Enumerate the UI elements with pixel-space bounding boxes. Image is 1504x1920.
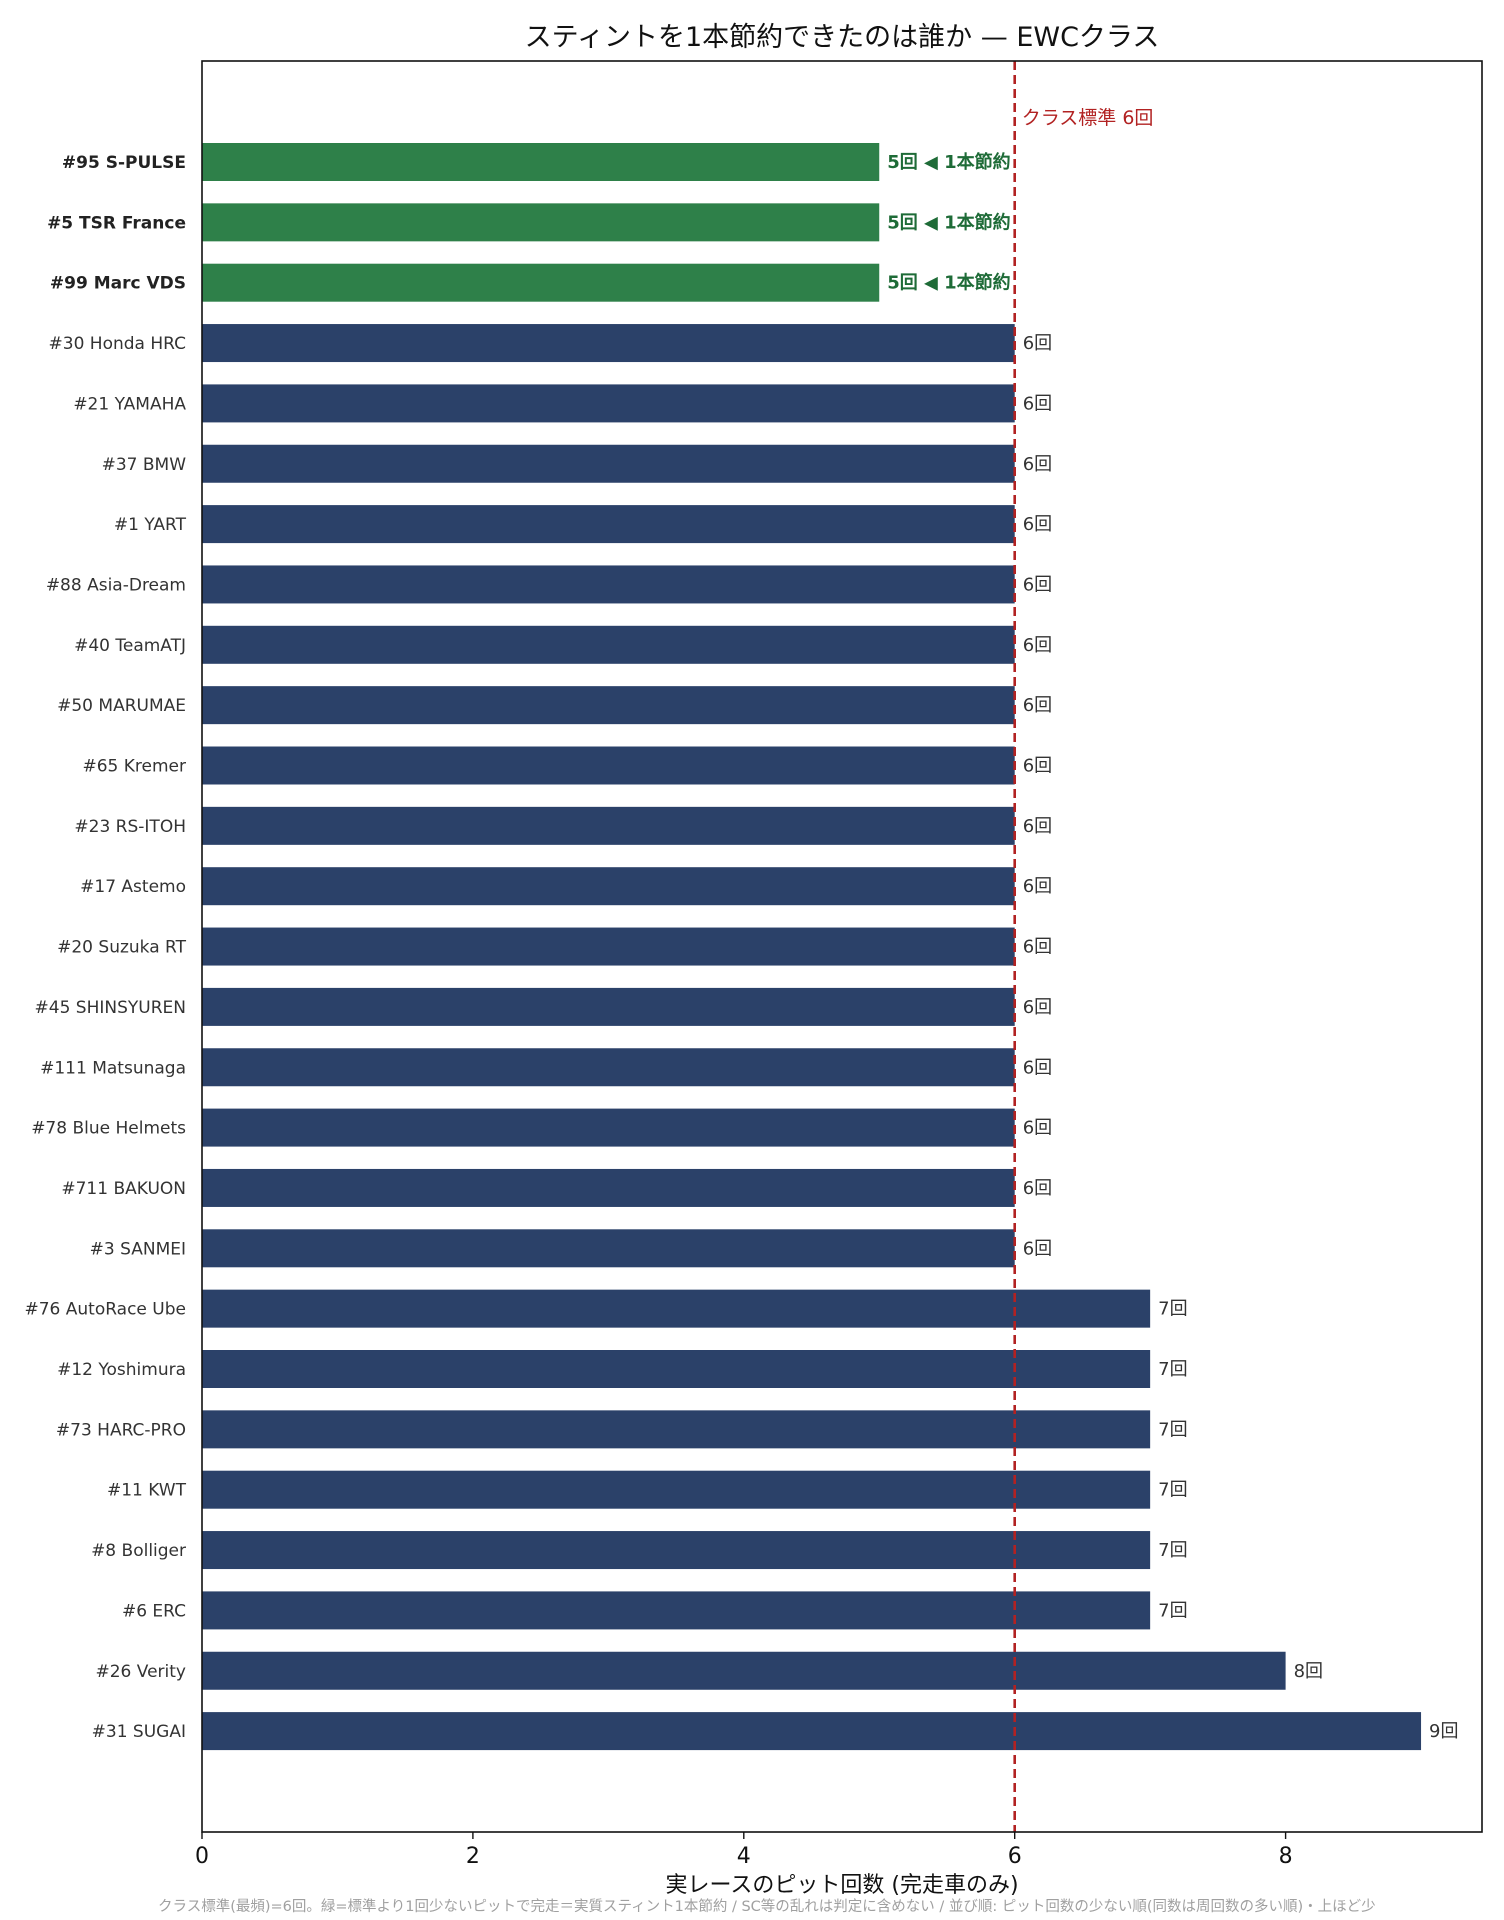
data-label-18: 6回 [1023, 1178, 1052, 1199]
bar-8 [202, 565, 1015, 604]
category-label-12: #23 RS-ITOH [74, 817, 186, 837]
category-label-2: #5 TSR France [47, 213, 186, 233]
data-label-13: 6回 [1023, 876, 1052, 897]
category-label-8: #88 Asia-Dream [46, 575, 186, 595]
x-tick-label-4: 4 [737, 1844, 751, 1869]
category-label-11: #65 Kremer [82, 757, 186, 777]
data-label-27: 9回 [1429, 1721, 1458, 1742]
bar-26 [202, 1651, 1286, 1690]
data-label-2: 5回 ◀ 1本節約 [887, 211, 1010, 233]
category-label-14: #20 Suzuka RT [57, 938, 186, 958]
category-label-4: #30 Honda HRC [49, 334, 186, 354]
data-label-3: 5回 ◀ 1本節約 [887, 272, 1010, 294]
data-label-21: 7回 [1158, 1359, 1187, 1380]
bars-group [202, 143, 1422, 1751]
data-label-9: 6回 [1023, 635, 1052, 656]
bar-11 [202, 746, 1015, 785]
category-label-7: #1 YART [114, 515, 187, 535]
category-label-9: #40 TeamATJ [74, 636, 186, 656]
data-label-22: 7回 [1158, 1419, 1187, 1440]
bar-9 [202, 625, 1015, 664]
category-label-10: #50 MARUMAE [57, 696, 186, 716]
x-axis-label: 実レースのピット回数 (完走車のみ) [665, 1873, 1018, 1898]
bar-23 [202, 1470, 1151, 1509]
category-label-1: #95 S-PULSE [62, 153, 186, 173]
category-label-22: #73 HARC-PRO [56, 1420, 186, 1440]
category-label-16: #111 Matsunaga [40, 1058, 186, 1078]
data-label-23: 7回 [1158, 1480, 1187, 1501]
bar-3 [202, 263, 880, 302]
bar-19 [202, 1229, 1015, 1268]
category-label-26: #26 Verity [96, 1662, 187, 1682]
x-tick-label-6: 6 [1008, 1844, 1022, 1869]
data-label-24: 7回 [1158, 1540, 1187, 1561]
category-label-24: #8 Bolliger [91, 1541, 186, 1561]
data-label-4: 6回 [1023, 333, 1052, 354]
data-label-26: 8回 [1294, 1661, 1323, 1682]
footnote: クラス標準(最頻)=6回。緑=標準より1回少ないピットで完走＝実質スティント1本… [158, 1897, 1376, 1915]
category-label-15: #45 SHINSYUREN [35, 998, 186, 1018]
category-label-25: #6 ERC [122, 1601, 186, 1621]
bar-15 [202, 987, 1015, 1026]
x-tick-label-2: 2 [466, 1844, 480, 1869]
data-label-15: 6回 [1023, 997, 1052, 1018]
category-label-23: #11 KWT [107, 1481, 187, 1501]
bar-6 [202, 444, 1015, 483]
bar-12 [202, 806, 1015, 845]
plot-frame [201, 60, 1483, 1833]
data-label-6: 6回 [1023, 454, 1052, 475]
data-label-17: 6回 [1023, 1118, 1052, 1139]
category-label-5: #21 YAMAHA [73, 394, 186, 414]
bar-20 [202, 1289, 1151, 1328]
data-label-16: 6回 [1023, 1057, 1052, 1078]
chart-title: スティントを1本節約できたのは誰か — EWCクラス [525, 22, 1160, 53]
bar-24 [202, 1531, 1151, 1570]
bar-25 [202, 1591, 1151, 1630]
reference-line-label: クラス標準 6回 [1022, 107, 1154, 129]
bar-22 [202, 1410, 1151, 1449]
bar-10 [202, 686, 1015, 725]
category-label-21: #12 Yoshimura [57, 1360, 186, 1380]
data-label-1: 5回 ◀ 1本節約 [887, 151, 1010, 173]
category-label-3: #99 Marc VDS [50, 274, 186, 294]
bar-13 [202, 867, 1015, 906]
category-label-17: #78 Blue Helmets [31, 1119, 186, 1139]
bar-17 [202, 1108, 1015, 1147]
bar-16 [202, 1048, 1015, 1087]
data-labels-group: 5回 ◀ 1本節約 5回 ◀ 1本節約 5回 ◀ 1本節約 6回 6回 6回 6回 6回 6回 6… [887, 151, 1458, 1742]
x-tick-label-8: 8 [1279, 1844, 1293, 1869]
data-label-11: 6回 [1023, 756, 1052, 777]
bar-2 [202, 203, 880, 242]
category-label-20: #76 AutoRace Ube [24, 1300, 186, 1320]
bar-27 [202, 1712, 1422, 1751]
category-label-13: #17 Astemo [80, 877, 186, 897]
x-axis-ticks-group: 0 2 4 6 8 [195, 1832, 1293, 1869]
data-label-20: 7回 [1158, 1299, 1187, 1320]
category-label-27: #31 SUGAI [92, 1722, 186, 1742]
bar-14 [202, 927, 1015, 966]
bar-21 [202, 1350, 1151, 1388]
bar-4 [202, 324, 1015, 363]
data-label-5: 6回 [1023, 393, 1052, 414]
bar-1 [202, 143, 880, 181]
bar-5 [202, 384, 1015, 423]
data-label-14: 6回 [1023, 937, 1052, 958]
data-label-25: 7回 [1158, 1600, 1187, 1621]
category-label-6: #37 BMW [102, 455, 187, 475]
data-label-8: 6回 [1023, 574, 1052, 595]
data-label-19: 6回 [1023, 1238, 1052, 1259]
data-label-12: 6回 [1023, 816, 1052, 837]
x-tick-label-0: 0 [195, 1844, 209, 1869]
category-labels-group: #95 S-PULSE #5 TSR France #99 Marc VDS #30 … [24, 153, 186, 1742]
category-label-18: #711 BAKUON [61, 1179, 186, 1199]
data-label-7: 6回 [1023, 514, 1052, 535]
bar-7 [202, 505, 1015, 544]
data-label-10: 6回 [1023, 695, 1052, 716]
category-label-19: #3 SANMEI [90, 1239, 186, 1259]
bar-18 [202, 1168, 1015, 1207]
